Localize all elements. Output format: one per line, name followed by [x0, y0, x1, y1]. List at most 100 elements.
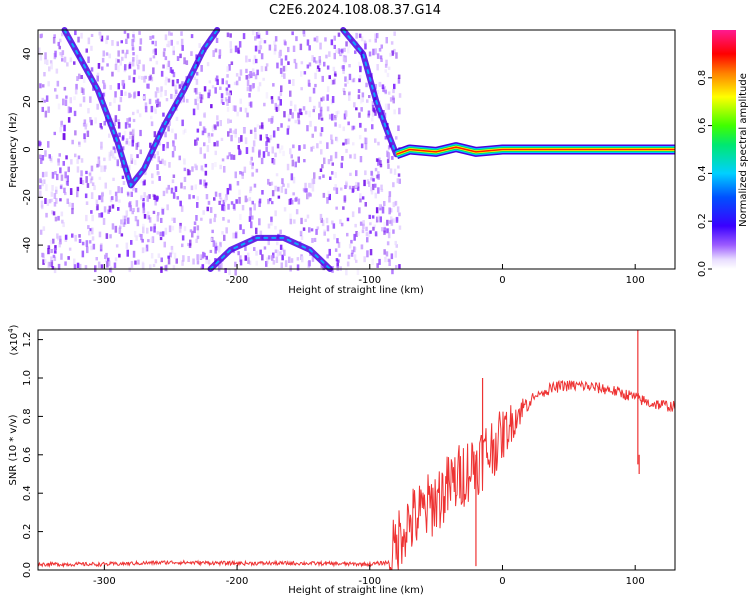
spectrogram-speckle-cell: [111, 118, 115, 124]
spectrogram-speckle-cell: [384, 257, 387, 263]
spectrogram-y-label: Frequency (Hz): [8, 112, 19, 188]
spectrogram-speckle-cell: [82, 96, 86, 103]
spectrogram-speckle-cell: [342, 88, 346, 92]
spectrogram-speckle-cell: [126, 118, 129, 125]
spectrogram-speckle-cell: [359, 221, 363, 226]
spectrogram-speckle-cell: [52, 238, 55, 244]
spectrogram-speckle-cell: [59, 127, 62, 133]
spectrogram-speckle-cell: [320, 217, 323, 223]
spectrogram-speckle-cell: [374, 138, 377, 143]
spectrogram-speckle-cell: [276, 62, 279, 69]
spectrogram-speckle-cell: [238, 41, 242, 48]
spectrogram-speckle-cell: [113, 97, 116, 104]
spectrogram-speckle-cell: [147, 239, 150, 243]
spectrogram-speckle-cell: [265, 134, 268, 139]
spectrogram-speckle-cell: [303, 71, 307, 75]
spectrogram-speckle-cell: [213, 142, 216, 147]
spectrogram-speckle-cell: [294, 104, 297, 112]
spectrogram-speckle-cell: [96, 160, 100, 168]
spectrogram-speckle-cell: [335, 111, 338, 118]
spectrogram-speckle-cell: [39, 141, 42, 146]
spectrogram-speckle-cell: [277, 195, 281, 199]
spectrogram-speckle-cell: [393, 83, 396, 90]
spectrogram-speckle-cell: [114, 225, 118, 233]
spectrogram-speckle-cell: [105, 52, 109, 56]
spectrogram-speckle-cell: [238, 196, 241, 204]
spectrogram-speckle-cell: [256, 69, 259, 76]
spectrogram-speckle-cell: [337, 241, 341, 248]
spectrogram-speckle-cell: [138, 233, 142, 238]
spectrogram-speckle-cell: [384, 103, 388, 110]
spectrogram-speckle-cell: [350, 239, 353, 244]
spectrogram-speckle-cell: [226, 107, 230, 112]
spectrogram-speckle-cell: [340, 65, 344, 69]
spectrogram-speckle-cell: [257, 86, 260, 92]
spectrogram-speckle-cell: [370, 189, 374, 195]
spectrogram-speckle-cell: [329, 176, 332, 180]
spectrogram-speckle-cell: [54, 88, 57, 92]
spectrogram-speckle-cell: [272, 83, 275, 87]
spectrogram-speckle-cell: [220, 137, 224, 141]
spectrogram-speckle-cell: [71, 202, 74, 210]
spectrogram-speckle-cell: [157, 156, 160, 163]
spectrogram-speckle-cell: [228, 92, 231, 96]
spectrogram-speckle-cell: [282, 65, 286, 72]
spectrogram-speckle-cell: [306, 64, 310, 69]
spectrogram-speckle-cell: [227, 84, 231, 88]
spectrogram-speckle-cell: [171, 179, 175, 184]
spectrogram-speckle-cell: [389, 168, 393, 174]
spectrogram-speckle-cell: [214, 87, 217, 94]
spectrogram-speckle-cell: [169, 252, 172, 258]
spectrogram-speckle-cell: [251, 172, 254, 177]
spectrogram-speckle-cell: [274, 36, 278, 42]
spectrogram-speckle-cell: [135, 143, 138, 150]
spectrogram-y-tick-label: -20: [22, 189, 33, 205]
spectrogram-speckle-cell: [62, 161, 65, 166]
spectrogram-speckle-cell: [375, 158, 379, 162]
spectrogram-speckle-cell: [276, 127, 280, 131]
spectrogram-speckle-cell: [113, 147, 117, 154]
spectrogram-speckle-cell: [279, 91, 283, 96]
spectrogram-speckle-cell: [366, 250, 369, 258]
spectrogram-speckle-cell: [375, 207, 379, 214]
spectrogram-speckle-cell: [76, 76, 79, 81]
spectrogram-speckle-cell: [223, 234, 226, 241]
spectrogram-speckle-cell: [378, 258, 381, 265]
spectrogram-speckle-cell: [129, 94, 133, 98]
spectrogram-speckle-cell: [335, 258, 339, 262]
spectrogram-speckle-cell: [315, 35, 319, 43]
spectrogram-speckle-cell: [249, 84, 252, 92]
spectrogram-speckle-cell: [204, 183, 208, 189]
spectrogram-speckle-cell: [117, 65, 120, 73]
spectrogram-speckle-cell: [124, 52, 127, 59]
spectrogram-speckle-cell: [126, 49, 129, 55]
spectrogram-speckle-cell: [306, 125, 309, 132]
spectrogram-speckle-cell: [69, 57, 73, 63]
spectrogram-speckle-cell: [125, 210, 128, 217]
spectrogram-speckle-cell: [90, 119, 93, 126]
spectrogram-speckle-cell: [154, 48, 157, 56]
spectrogram-speckle-cell: [121, 80, 124, 86]
spectrogram-speckle-cell: [248, 216, 252, 222]
spectrogram-speckle-cell: [269, 135, 273, 141]
spectrogram-speckle-cell: [331, 162, 334, 166]
spectrogram-speckle-cell: [335, 136, 338, 141]
spectrogram-speckle-cell: [138, 113, 142, 118]
colorbar-tick-label: 0.4: [697, 165, 708, 181]
spectrogram-speckle-cell: [203, 179, 206, 187]
spectrogram-speckle-cell: [318, 101, 321, 108]
spectrogram-speckle-cell: [306, 214, 310, 219]
spectrogram-speckle-cell: [78, 239, 82, 243]
spectrogram-speckle-cell: [64, 177, 68, 181]
spectrogram-speckle-cell: [342, 55, 346, 62]
spectrogram-speckle-cell: [120, 40, 123, 44]
spectrogram-speckle-cell: [207, 132, 211, 138]
spectrogram-speckle-cell: [311, 238, 314, 243]
spectrogram-speckle-cell: [198, 92, 202, 96]
spectrogram-speckle-cell: [251, 215, 254, 220]
spectrogram-speckle-cell: [353, 153, 357, 160]
spectrogram-speckle-cell: [223, 166, 226, 173]
spectrogram-speckle-cell: [328, 114, 332, 120]
spectrogram-speckle-cell: [317, 68, 321, 72]
spectrogram-speckle-cell: [283, 207, 287, 212]
